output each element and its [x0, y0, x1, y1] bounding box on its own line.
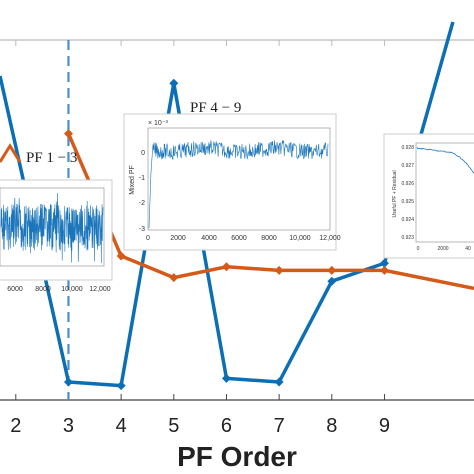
x-tick-labels: 2 3 4 5 6 7 8 9 — [10, 415, 390, 437]
series-1-point — [63, 377, 73, 387]
inset-pf13-xtick: 12,000 — [89, 286, 111, 293]
series-line-2 — [66, 132, 474, 291]
series-2-point — [116, 251, 126, 261]
inset-pf49: × 10⁻³ Mixed PF 0 -1 -2 -3 0 2000 4000 6… — [123, 113, 341, 251]
inset-pf49-xtick: 0 — [146, 235, 150, 242]
inset-residual-ytick: 0.927 — [401, 163, 414, 169]
inset-residual-plot — [415, 142, 474, 243]
pf13-marker-icon — [0, 143, 22, 163]
inset-pf13-plot — [0, 187, 105, 267]
inset-residual-xtick: 2000 — [437, 246, 448, 252]
inset-pf13: 6000 8000 10,000 12,000 — [0, 179, 113, 293]
inset-residual-ylabel: Useful PF + Residual — [392, 170, 398, 217]
inset-pf13-xtick: 10,000 — [61, 286, 83, 293]
inset-pf49-ytick: -1 — [139, 175, 145, 182]
annotation-pf13: PF 1 − 3 — [26, 150, 77, 166]
x-tick-label: 8 — [326, 415, 337, 437]
inset-pf49-xtick: 2000 — [170, 235, 186, 242]
inset-residual-ytick: 0.928 — [401, 145, 414, 151]
series-2-point — [274, 265, 284, 275]
inset-pf49-xtick: 10,000 — [289, 235, 311, 242]
inset-residual-frame — [383, 133, 474, 259]
x-tick-label: 4 — [116, 415, 127, 437]
x-tick-label: 5 — [168, 415, 179, 437]
series-1-point — [221, 373, 231, 383]
inset-residual-xtick: 0 — [417, 246, 420, 252]
inset-pf13-signal — [0, 193, 104, 264]
inset-pf49-signal — [148, 140, 329, 229]
inset-pf49-xtick: 8000 — [261, 235, 277, 242]
annotation-pf49: PF 4 − 9 — [190, 100, 241, 116]
inset-pf49-ylabel: Mixed PF — [129, 165, 136, 195]
x-tick-label: 7 — [274, 415, 285, 437]
series-1-point — [274, 377, 284, 387]
series-2-point — [327, 265, 337, 275]
series-1-point — [169, 78, 179, 88]
series-2-point — [221, 262, 231, 272]
inset-pf49-ytick: -2 — [139, 200, 145, 207]
inset-pf49-xtick: 12,000 — [319, 235, 341, 242]
series-2-point — [63, 129, 73, 139]
series-1-point — [116, 381, 126, 391]
series-1-point — [379, 258, 389, 268]
inset-pf49-xtick: 4000 — [201, 235, 217, 242]
inset-pf49-ytick: 0 — [141, 150, 145, 157]
x-tick-label: 2 — [10, 415, 21, 437]
x-tick-label: 9 — [379, 415, 390, 437]
series-layer — [0, 21, 474, 391]
inset-residual-xtick: 40 — [465, 246, 471, 252]
inset-pf49-xtick: 6000 — [231, 235, 247, 242]
inset-residual-ytick: 0.926 — [401, 181, 414, 187]
series-2-point — [379, 265, 389, 275]
inset-pf49-plot — [147, 127, 331, 231]
inset-residual-ytick: 0.923 — [401, 235, 414, 241]
inset-residual: Useful PF + Residual 0.928 0.927 0.926 0… — [383, 133, 474, 259]
series-1-point — [327, 276, 337, 286]
inset-pf13-xtick: 6000 — [7, 286, 23, 293]
inset-pf13-xtick: 8000 — [35, 286, 51, 293]
inset-residual-ytick: 0.924 — [401, 217, 414, 223]
x-tick-label: 6 — [221, 415, 232, 437]
inset-pf49-ytick: -3 — [139, 226, 145, 233]
x-tick-label: 3 — [63, 415, 74, 437]
inset-pf49-frame — [123, 113, 337, 251]
inset-residual-signal — [416, 147, 474, 174]
x-axis-label: PF Order — [177, 441, 297, 472]
series-2-point — [169, 273, 179, 283]
inset-pf49-exponent: × 10⁻³ — [148, 120, 169, 127]
inset-residual-ytick: 0.925 — [401, 199, 414, 205]
